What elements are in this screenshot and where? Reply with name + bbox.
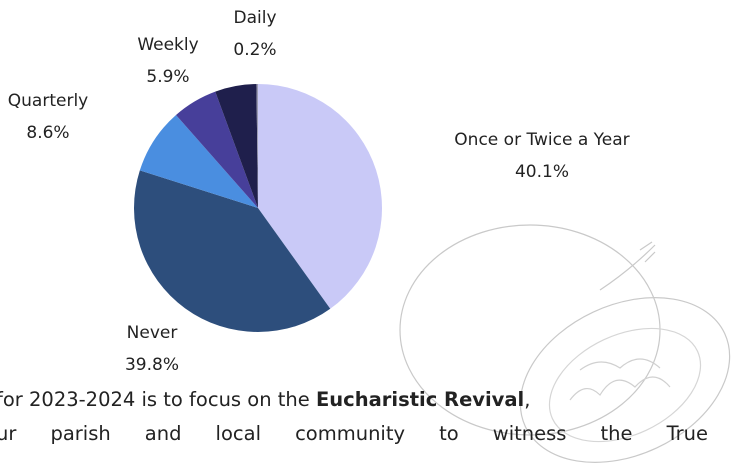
slice-label: Daily <box>233 8 276 28</box>
bold-text: Eucharistic Revival <box>316 388 524 411</box>
slice-label: Quarterly <box>8 91 88 111</box>
text: ur parish and local community to witness… <box>0 422 708 445</box>
paragraph-line: ur parish and local community to witness… <box>0 422 708 450</box>
slice-label: Never <box>127 323 178 343</box>
paragraph-line: for 2023-2024 is to focus on the Euchari… <box>0 388 708 411</box>
slice-value-label: 8.6% <box>26 123 69 143</box>
text: for 2023-2024 is to focus on the <box>0 388 316 411</box>
slice-label: Weekly <box>137 35 198 55</box>
slice-value-label: 39.8% <box>125 355 179 375</box>
slice-label: Once or Twice a Year <box>454 130 629 150</box>
slice-value-label: 5.9% <box>146 67 189 87</box>
slice-value-label: 0.2% <box>233 40 276 60</box>
page: Once or Twice a Year 40.1% Never 39.8% Quart… <box>0 0 735 476</box>
pie: Once or Twice a Year 40.1% Never 39.8% Quart… <box>8 8 630 375</box>
text: , <box>524 388 530 411</box>
slice-value-label: 40.1% <box>515 162 569 182</box>
